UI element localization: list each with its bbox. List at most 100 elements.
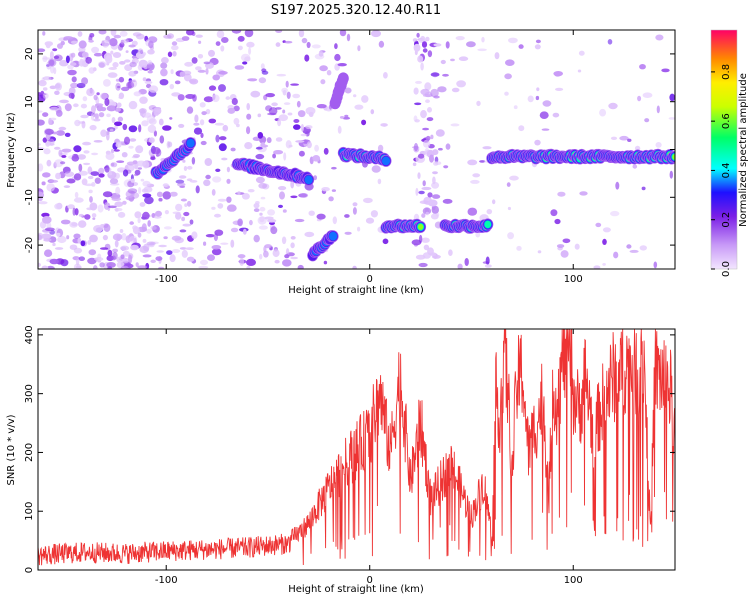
noise-speck [215,168,221,172]
noise-speck [140,178,145,182]
noise-speck [416,32,420,38]
snr-x-label: Height of straight line (km) [288,584,424,595]
noise-speck [121,152,128,158]
colorbar-label: Normalized spectral amplitude [738,73,749,227]
noise-speck [255,153,265,160]
noise-speck [114,240,119,248]
noise-speck [115,208,119,212]
noise-speck [294,218,305,223]
noise-speck [233,105,240,112]
noise-speck [203,61,211,65]
noise-speck [432,171,438,175]
noise-speck [290,242,295,249]
noise-speck [114,125,118,130]
noise-speck [73,247,83,254]
noise-speck [438,147,443,151]
noise-speck [554,218,561,225]
noise-speck [73,263,82,269]
noise-speck [230,147,236,152]
noise-speck [46,159,52,167]
noise-speck [425,99,430,103]
noise-speck [342,116,351,120]
noise-speck [507,232,514,240]
noise-speck [70,82,79,89]
noise-speck [92,217,96,220]
noise-speck [305,125,313,130]
noise-speck [132,160,138,165]
noise-speck [507,206,511,211]
noise-speck [422,180,426,187]
noise-speck [128,125,138,133]
noise-speck [87,175,94,180]
noise-speck [99,262,105,268]
noise-speck [642,92,653,98]
noise-speck [494,52,500,60]
noise-speck [129,61,137,68]
noise-speck [334,43,338,50]
noise-speck [107,72,118,78]
x-tick-label: 0 [367,274,373,285]
noise-speck [64,171,75,177]
noise-speck [422,127,429,131]
noise-speck [506,182,511,187]
noise-speck [110,105,115,109]
noise-speck [120,254,125,259]
noise-speck [237,45,243,51]
noise-speck [492,199,496,205]
noise-speck [139,202,146,207]
noise-speck [328,196,334,202]
noise-speck [290,180,295,189]
signal-cell [337,72,349,85]
noise-speck [297,110,306,118]
noise-speck [67,69,77,76]
noise-speck [52,48,58,52]
noise-speck [472,173,481,178]
noise-speck [112,233,123,241]
noise-speck [60,161,66,165]
noise-speck [277,118,282,127]
noise-speck [147,70,153,74]
noise-speck [655,34,664,41]
noise-speck [199,119,205,126]
noise-speck [43,148,51,155]
noise-speck [334,53,341,62]
snr-x-ticks: -100 0 100 [155,329,583,586]
noise-speck [518,125,525,132]
noise-speck [284,40,293,44]
noise-speck [139,96,148,104]
noise-speck [278,204,283,208]
noise-speck [98,167,105,174]
noise-speck [78,256,86,262]
noise-speck [440,59,446,65]
noise-speck [203,96,214,103]
noise-speck [295,140,305,143]
noise-speck [117,211,126,218]
noise-speck [417,153,425,159]
colorbar-tick-label: 0.4 [721,162,732,178]
noise-speck [93,265,98,269]
noise-speck [211,206,216,210]
noise-speck [63,185,71,189]
noise-speck [137,48,144,54]
noise-speck [38,163,44,172]
noise-speck [137,217,141,224]
noise-speck [613,251,619,259]
noise-speck [171,45,179,51]
noise-speck [602,227,611,233]
noise-speck [282,109,286,114]
noise-speck [299,193,309,198]
noise-speck [119,229,124,233]
noise-speck [275,107,282,110]
noise-speck [300,124,304,132]
noise-speck [450,123,460,127]
noise-speck [128,70,137,77]
noise-speck [87,240,92,245]
noise-speck [171,92,181,97]
noise-speck [429,252,437,256]
noise-speck [104,164,110,173]
noise-speck [278,186,287,191]
noise-speck [38,196,43,202]
noise-speck [260,196,266,200]
noise-speck [74,208,79,216]
noise-speck [106,113,111,118]
